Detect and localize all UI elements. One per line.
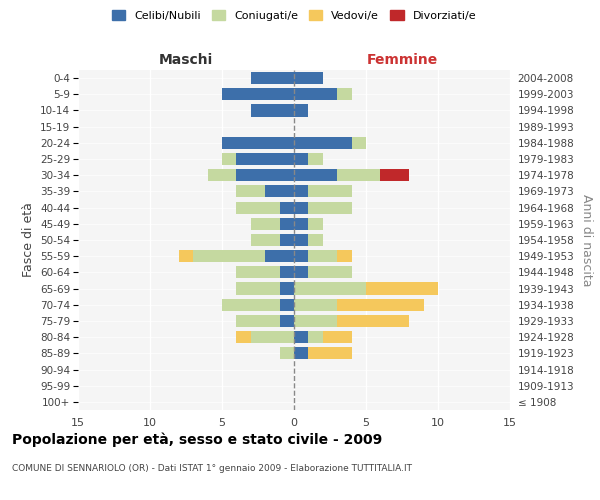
Bar xyxy=(236,331,251,343)
Bar xyxy=(294,348,308,360)
Bar xyxy=(265,186,294,198)
Text: COMUNE DI SENNARIOLO (OR) - Dati ISTAT 1° gennaio 2009 - Elaborazione TUTTITALIA: COMUNE DI SENNARIOLO (OR) - Dati ISTAT 1… xyxy=(12,464,412,473)
Bar xyxy=(337,250,352,262)
Bar xyxy=(308,266,352,278)
Bar xyxy=(251,104,294,117)
Bar xyxy=(251,72,294,84)
Bar xyxy=(294,331,308,343)
Bar xyxy=(308,234,323,246)
Bar xyxy=(222,298,280,311)
Bar xyxy=(280,266,294,278)
Bar xyxy=(366,282,438,294)
Bar xyxy=(222,137,294,149)
Bar xyxy=(222,88,294,101)
Bar xyxy=(280,298,294,311)
Bar xyxy=(337,169,380,181)
Bar xyxy=(280,282,294,294)
Bar xyxy=(337,88,352,101)
Bar xyxy=(280,348,294,360)
Bar xyxy=(308,348,352,360)
Y-axis label: Fasce di età: Fasce di età xyxy=(22,202,35,278)
Bar xyxy=(251,331,294,343)
Bar xyxy=(294,137,352,149)
Bar xyxy=(380,169,409,181)
Bar xyxy=(294,250,308,262)
Bar xyxy=(236,153,294,165)
Bar xyxy=(294,186,308,198)
Bar xyxy=(251,218,280,230)
Bar xyxy=(294,104,308,117)
Bar xyxy=(236,202,280,213)
Bar xyxy=(294,72,323,84)
Bar xyxy=(294,218,308,230)
Bar xyxy=(294,169,337,181)
Text: Femmine: Femmine xyxy=(367,53,437,67)
Bar xyxy=(236,169,294,181)
Bar xyxy=(236,266,280,278)
Bar xyxy=(251,234,280,246)
Bar xyxy=(222,153,236,165)
Legend: Celibi/Nubili, Coniugati/e, Vedovi/e, Divorziati/e: Celibi/Nubili, Coniugati/e, Vedovi/e, Di… xyxy=(107,6,481,25)
Bar xyxy=(337,298,424,311)
Bar xyxy=(208,169,236,181)
Bar xyxy=(337,315,409,327)
Bar xyxy=(308,153,323,165)
Bar xyxy=(352,137,366,149)
Bar xyxy=(294,234,308,246)
Bar xyxy=(308,186,352,198)
Bar xyxy=(280,218,294,230)
Bar xyxy=(193,250,265,262)
Bar xyxy=(179,250,193,262)
Bar xyxy=(323,331,352,343)
Bar xyxy=(294,202,308,213)
Bar xyxy=(308,218,323,230)
Bar xyxy=(280,202,294,213)
Bar xyxy=(294,153,308,165)
Bar xyxy=(236,186,265,198)
Bar xyxy=(236,282,280,294)
Bar xyxy=(280,234,294,246)
Bar xyxy=(294,282,366,294)
Y-axis label: Anni di nascita: Anni di nascita xyxy=(580,194,593,286)
Bar xyxy=(308,331,323,343)
Bar xyxy=(236,315,280,327)
Bar xyxy=(294,315,337,327)
Bar xyxy=(308,202,352,213)
Bar xyxy=(294,266,308,278)
Bar xyxy=(280,315,294,327)
Bar xyxy=(294,298,337,311)
Bar xyxy=(265,250,294,262)
Bar xyxy=(294,88,337,101)
Text: Maschi: Maschi xyxy=(159,53,213,67)
Bar xyxy=(308,250,337,262)
Text: Popolazione per età, sesso e stato civile - 2009: Popolazione per età, sesso e stato civil… xyxy=(12,432,382,447)
